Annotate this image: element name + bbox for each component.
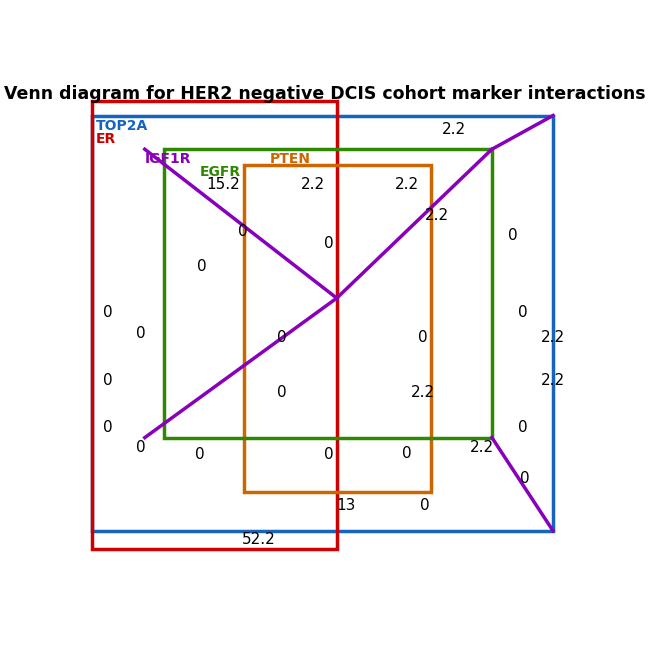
Text: 2.2: 2.2	[411, 384, 435, 400]
Text: 0: 0	[238, 224, 248, 239]
Text: 0: 0	[508, 228, 518, 243]
Text: 2.2: 2.2	[395, 177, 419, 192]
Text: 0: 0	[520, 471, 530, 486]
Text: 0: 0	[324, 236, 333, 251]
Text: 0: 0	[324, 447, 333, 462]
Text: 2.2: 2.2	[541, 330, 565, 345]
Text: 0: 0	[197, 259, 207, 274]
Text: 0: 0	[136, 440, 146, 455]
Text: TOP2A: TOP2A	[96, 119, 148, 134]
Text: IGF1R: IGF1R	[145, 151, 191, 166]
Text: 0: 0	[519, 305, 528, 320]
Bar	[92, 115, 553, 531]
Text: 0: 0	[136, 326, 146, 341]
Text: 0: 0	[103, 373, 112, 388]
Text: 2.2: 2.2	[541, 373, 565, 388]
Text: 0: 0	[195, 447, 205, 462]
Text: 0: 0	[103, 420, 112, 435]
Bar	[244, 165, 431, 493]
Text: Venn diagram for HER2 negative DCIS cohort marker interactions: Venn diagram for HER2 negative DCIS coho…	[4, 85, 646, 103]
Text: 52.2: 52.2	[242, 532, 275, 547]
Text: EGFR: EGFR	[200, 165, 240, 179]
Text: 15.2: 15.2	[206, 177, 240, 192]
Text: 2.2: 2.2	[442, 122, 466, 137]
Bar	[164, 149, 492, 438]
Text: 0: 0	[402, 446, 412, 460]
Text: 0: 0	[418, 330, 428, 345]
Text: 0: 0	[277, 330, 287, 345]
Text: 2.2: 2.2	[470, 440, 494, 455]
Text: 0: 0	[420, 498, 430, 514]
Text: 13: 13	[337, 498, 356, 514]
Text: 0: 0	[277, 384, 287, 400]
Text: 2.2: 2.2	[425, 208, 449, 223]
Text: ER: ER	[96, 132, 116, 146]
Text: 2.2: 2.2	[301, 177, 325, 192]
Text: PTEN: PTEN	[270, 151, 311, 166]
Text: 0: 0	[103, 305, 112, 320]
Bar	[92, 101, 337, 549]
Text: 0: 0	[519, 420, 528, 435]
